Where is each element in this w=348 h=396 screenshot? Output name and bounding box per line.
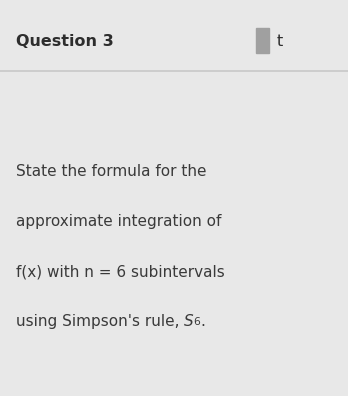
Text: 6: 6 [193, 317, 200, 327]
Text: Question 3: Question 3 [16, 34, 113, 49]
Bar [256, 29, 269, 53]
Text: .: . [200, 314, 205, 329]
Text: approximate integration of: approximate integration of [16, 214, 221, 229]
Text: t: t [277, 34, 283, 49]
Text: using Simpson's rule,: using Simpson's rule, [16, 314, 184, 329]
Text: State the formula for the: State the formula for the [16, 164, 206, 179]
Text: S: S [184, 314, 193, 329]
Text: f(x) with n = 6 subintervals: f(x) with n = 6 subintervals [16, 264, 224, 279]
